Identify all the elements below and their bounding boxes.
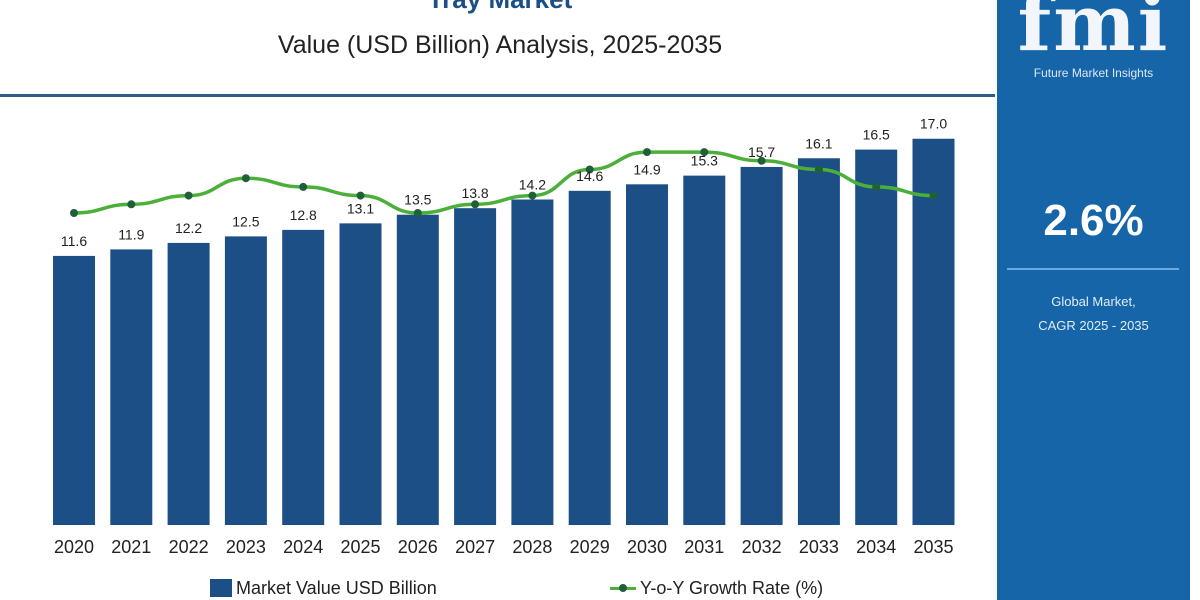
fmi-logo: fmi xyxy=(1017,0,1170,69)
legend-label: Y-o-Y Growth Rate (%) xyxy=(640,578,824,598)
data-label-2025: 13.1 xyxy=(347,200,374,216)
cagr-label: Global Market, xyxy=(1051,294,1136,309)
legend-swatch-line xyxy=(610,579,636,597)
chart-plot: 11.6 11.9 12.2 12.5 12.8 13.1 13.5 13.8 14.2 14.6… xyxy=(53,116,955,557)
x-tick-2021: 2021 xyxy=(111,537,151,557)
bar-2033 xyxy=(797,158,840,525)
cagr-label-period: CAGR 2025 - 2035 xyxy=(1038,318,1149,333)
legend-item-market-value: Market Value USD Billion xyxy=(210,578,437,598)
bar-2021 xyxy=(110,249,153,525)
cagr-value: 2.6% xyxy=(1043,196,1144,245)
growth-point-2026 xyxy=(413,209,422,217)
growth-point-2028 xyxy=(528,191,537,200)
bar-2027 xyxy=(454,208,497,525)
x-tick-2026: 2026 xyxy=(398,537,438,557)
x-tick-2035: 2035 xyxy=(913,537,953,557)
data-label-2033: 16.1 xyxy=(805,135,832,151)
growth-point-2030 xyxy=(643,148,651,157)
growth-point-2024 xyxy=(299,182,308,191)
growth-point-2031 xyxy=(700,148,709,157)
data-label-2023: 12.5 xyxy=(232,213,259,229)
chart-subtitle: Value (USD Billion) Analysis, 2025-2035 xyxy=(277,31,723,59)
bar-2025 xyxy=(339,223,382,525)
x-tick-2029: 2029 xyxy=(570,537,610,557)
x-tick-2034: 2034 xyxy=(856,537,896,557)
growth-point-2035 xyxy=(929,191,938,200)
data-label-2026: 13.5 xyxy=(404,192,431,208)
data-label-2035: 17.0 xyxy=(920,116,947,132)
bar-2024 xyxy=(282,229,325,525)
x-tick-2032: 2032 xyxy=(742,537,782,557)
bar-2034 xyxy=(855,149,898,525)
chart-title: Tray Market xyxy=(0,0,1000,14)
data-label-2030: 14.9 xyxy=(633,161,660,177)
growth-point-2020 xyxy=(70,209,78,217)
x-tick-2030: 2030 xyxy=(627,537,667,557)
data-label-2020: 11.6 xyxy=(61,233,87,249)
growth-rate-line xyxy=(73,150,934,215)
legend-item-growth-rate: Y-o-Y Growth Rate (%) xyxy=(610,578,823,598)
x-tick-2020: 2020 xyxy=(54,537,94,557)
logo-subtitle: Future Market Insights xyxy=(1033,66,1154,80)
bar-2028 xyxy=(511,199,554,525)
panel-divider xyxy=(1007,268,1179,270)
title-divider xyxy=(0,94,995,97)
cagr-panel: fmi Future Market Insights 2.6% Global M… xyxy=(997,0,1190,600)
growth-point-2034 xyxy=(872,182,881,191)
growth-point-2022 xyxy=(184,191,193,200)
data-label-2031: 15.3 xyxy=(691,153,718,169)
bar-2030 xyxy=(626,184,668,525)
legend-label: Market Value USD Billion xyxy=(236,578,437,598)
growth-point-2029 xyxy=(585,165,594,174)
bar-2023 xyxy=(224,236,267,525)
data-label-2021: 11.9 xyxy=(118,226,144,242)
data-label-2027: 13.8 xyxy=(461,185,488,201)
growth-point-2021 xyxy=(127,200,136,209)
bar-2026 xyxy=(396,214,439,525)
x-tick-2023: 2023 xyxy=(226,537,266,557)
data-label-2024: 12.8 xyxy=(290,207,317,223)
x-tick-2024: 2024 xyxy=(283,537,323,557)
data-label-2034: 16.5 xyxy=(863,127,890,143)
bar-2031 xyxy=(683,175,726,525)
x-tick-2031: 2031 xyxy=(684,537,724,557)
growth-point-2023 xyxy=(241,174,250,183)
x-tick-2027: 2027 xyxy=(455,537,495,557)
growth-point-2025 xyxy=(356,191,365,200)
x-tick-2033: 2033 xyxy=(799,537,839,557)
growth-point-2033 xyxy=(814,165,823,174)
data-label-2028: 14.2 xyxy=(519,177,546,193)
bar-2020 xyxy=(53,255,95,526)
data-label-2022: 12.2 xyxy=(175,220,202,236)
bar-2029 xyxy=(568,190,611,525)
x-tick-2028: 2028 xyxy=(512,537,552,557)
growth-point-2032 xyxy=(757,156,766,165)
growth-point-2027 xyxy=(471,200,480,209)
x-tick-2025: 2025 xyxy=(340,537,380,557)
data-label-2029: 14.6 xyxy=(576,168,603,184)
bar-2035 xyxy=(912,138,955,526)
bar-2032 xyxy=(740,166,783,525)
bar-2022 xyxy=(167,242,210,525)
x-tick-2022: 2022 xyxy=(169,537,209,557)
legend-swatch-bar xyxy=(210,579,232,597)
data-label-2032: 15.7 xyxy=(748,144,775,160)
